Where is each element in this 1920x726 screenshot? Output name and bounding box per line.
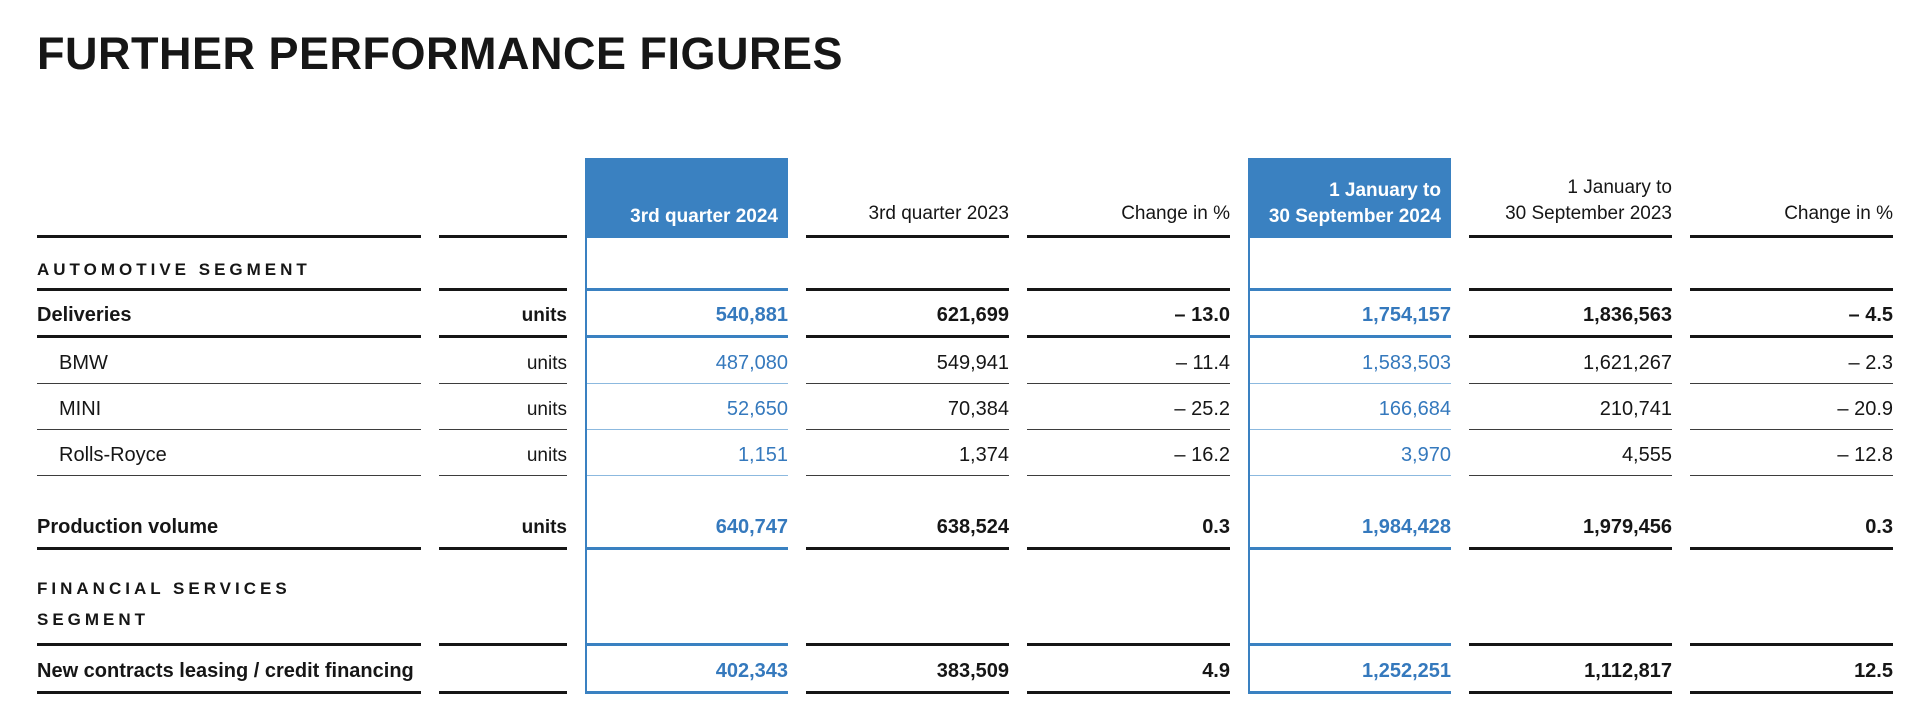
row-label: Production volume xyxy=(37,503,421,550)
row-units: units xyxy=(439,338,567,384)
value-q3-2023: 70,384 xyxy=(806,384,1009,430)
value-q3-2023: 638,524 xyxy=(806,503,1009,550)
value-change-ytd: 0.3 xyxy=(1690,503,1893,550)
row-label: Deliveries xyxy=(37,291,421,338)
header-ytd-2024-line2: 30 September 2024 xyxy=(1268,206,1441,227)
value-q3-2024: 1,151 xyxy=(585,430,788,476)
value-change-ytd: – 4.5 xyxy=(1690,291,1893,338)
value-ytd-2024: 1,754,157 xyxy=(1248,291,1451,338)
section-title-financial-services: FINANCIAL SERVICES SEGMENT xyxy=(37,550,421,646)
value-ytd-2023: 210,741 xyxy=(1469,384,1672,430)
value-change-ytd: – 20.9 xyxy=(1690,384,1893,430)
blue-column-rule-quarter xyxy=(585,158,587,694)
cell-empty xyxy=(439,238,567,291)
header-ytd-2023-line1: 1 January to xyxy=(1567,177,1672,198)
value-q3-2023: 383,509 xyxy=(806,646,1009,694)
table-row-new-contracts: New contracts leasing / credit financing… xyxy=(37,646,1893,694)
blue-column-rule-ytd xyxy=(1248,158,1250,694)
report-page: FURTHER PERFORMANCE FIGURES 3rd quarter … xyxy=(37,28,1893,694)
table-header-row: 3rd quarter 2024 3rd quarter 2023 Change… xyxy=(37,158,1893,238)
cell-empty xyxy=(1248,550,1451,646)
value-change-ytd: – 2.3 xyxy=(1690,338,1893,384)
section-title-line1: FINANCIAL SERVICES xyxy=(37,579,291,598)
page-title: FURTHER PERFORMANCE FIGURES xyxy=(37,28,844,79)
header-q3-2023: 3rd quarter 2023 xyxy=(806,158,1009,238)
performance-figures-table: 3rd quarter 2024 3rd quarter 2023 Change… xyxy=(37,158,1893,694)
spacer-row xyxy=(37,476,1893,503)
header-empty-units xyxy=(439,158,567,238)
value-q3-2024: 52,650 xyxy=(585,384,788,430)
header-ytd-2023-line2: 30 September 2023 xyxy=(1505,203,1672,224)
cell-empty xyxy=(1469,238,1672,291)
table-row-mini: MINI units 52,650 70,384 – 25.2 166,684 … xyxy=(37,384,1893,430)
value-change-ytd: 12.5 xyxy=(1690,646,1893,694)
row-units xyxy=(439,646,567,694)
row-label: MINI xyxy=(37,384,421,430)
row-label: New contracts leasing / credit financing xyxy=(37,646,421,694)
table-row-rolls-royce: Rolls-Royce units 1,151 1,374 – 16.2 3,9… xyxy=(37,430,1893,476)
row-label: Rolls-Royce xyxy=(37,430,421,476)
value-change-ytd: – 12.8 xyxy=(1690,430,1893,476)
value-q3-2024: 540,881 xyxy=(585,291,788,338)
value-change-quarter: 4.9 xyxy=(1027,646,1230,694)
cell-empty xyxy=(585,550,788,646)
cell-empty xyxy=(1690,238,1893,291)
row-units: units xyxy=(439,384,567,430)
header-ytd-2023: 1 January to 30 September 2023 xyxy=(1469,158,1672,238)
cell-empty xyxy=(439,550,567,646)
value-ytd-2023: 1,621,267 xyxy=(1469,338,1672,384)
header-empty-label xyxy=(37,158,421,238)
value-ytd-2023: 1,836,563 xyxy=(1469,291,1672,338)
value-q3-2024: 402,343 xyxy=(585,646,788,694)
value-ytd-2024: 166,684 xyxy=(1248,384,1451,430)
value-ytd-2024: 1,984,428 xyxy=(1248,503,1451,550)
value-ytd-2023: 4,555 xyxy=(1469,430,1672,476)
row-units: units xyxy=(439,291,567,338)
value-change-quarter: – 13.0 xyxy=(1027,291,1230,338)
value-q3-2023: 549,941 xyxy=(806,338,1009,384)
value-change-quarter: – 11.4 xyxy=(1027,338,1230,384)
section-row-financial-services: FINANCIAL SERVICES SEGMENT xyxy=(37,550,1893,646)
cell-empty xyxy=(1690,550,1893,646)
value-change-quarter: – 16.2 xyxy=(1027,430,1230,476)
header-ytd-2024-line1: 1 January to xyxy=(1329,180,1441,201)
section-title-automotive: AUTOMOTIVE SEGMENT xyxy=(37,238,421,291)
value-change-quarter: – 25.2 xyxy=(1027,384,1230,430)
cell-empty xyxy=(1248,238,1451,291)
cell-empty xyxy=(37,476,421,503)
row-units: units xyxy=(439,503,567,550)
value-q3-2023: 621,699 xyxy=(806,291,1009,338)
table-row-bmw: BMW units 487,080 549,941 – 11.4 1,583,5… xyxy=(37,338,1893,384)
section-row-automotive: AUTOMOTIVE SEGMENT xyxy=(37,238,1893,291)
value-q3-2024: 487,080 xyxy=(585,338,788,384)
header-change-quarter: Change in % xyxy=(1027,158,1230,238)
cell-empty xyxy=(1469,550,1672,646)
value-ytd-2024: 1,252,251 xyxy=(1248,646,1451,694)
row-units: units xyxy=(439,430,567,476)
cell-empty xyxy=(806,238,1009,291)
header-change-ytd: Change in % xyxy=(1690,158,1893,238)
header-q3-2024: 3rd quarter 2024 xyxy=(585,158,788,238)
header-ytd-2024: 1 January to 30 September 2024 xyxy=(1248,158,1451,238)
cell-empty xyxy=(585,238,788,291)
table-row-production-volume: Production volume units 640,747 638,524 … xyxy=(37,503,1893,550)
section-title-line2: SEGMENT xyxy=(37,610,150,629)
cell-empty xyxy=(1027,238,1230,291)
value-change-quarter: 0.3 xyxy=(1027,503,1230,550)
value-ytd-2024: 1,583,503 xyxy=(1248,338,1451,384)
value-ytd-2024: 3,970 xyxy=(1248,430,1451,476)
cell-empty xyxy=(806,550,1009,646)
cell-empty xyxy=(1027,550,1230,646)
value-ytd-2023: 1,979,456 xyxy=(1469,503,1672,550)
value-q3-2024: 640,747 xyxy=(585,503,788,550)
table-row-deliveries: Deliveries units 540,881 621,699 – 13.0 … xyxy=(37,291,1893,338)
value-ytd-2023: 1,112,817 xyxy=(1469,646,1672,694)
row-label: BMW xyxy=(37,338,421,384)
value-q3-2023: 1,374 xyxy=(806,430,1009,476)
